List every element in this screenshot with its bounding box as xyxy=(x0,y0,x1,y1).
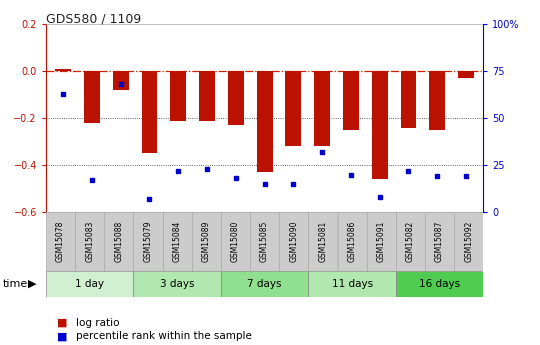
Bar xyxy=(338,212,367,271)
Bar xyxy=(46,212,75,271)
Bar xyxy=(256,71,273,172)
Text: GSM15080: GSM15080 xyxy=(231,221,240,262)
Text: GSM15078: GSM15078 xyxy=(56,221,65,262)
Bar xyxy=(308,212,338,271)
Bar xyxy=(250,212,279,271)
Text: GDS580 / 1109: GDS580 / 1109 xyxy=(46,12,141,25)
Text: GSM15092: GSM15092 xyxy=(464,221,473,262)
Text: GSM15088: GSM15088 xyxy=(114,221,123,262)
Text: GSM15086: GSM15086 xyxy=(348,221,356,262)
Text: percentile rank within the sample: percentile rank within the sample xyxy=(76,332,252,341)
Bar xyxy=(133,212,163,271)
Text: GSM15089: GSM15089 xyxy=(202,221,211,262)
Text: log ratio: log ratio xyxy=(76,318,119,327)
Text: ▶: ▶ xyxy=(28,279,37,289)
Text: 3 days: 3 days xyxy=(160,279,194,289)
Text: GSM15090: GSM15090 xyxy=(289,221,298,262)
Text: GSM15081: GSM15081 xyxy=(319,221,327,262)
Bar xyxy=(113,71,129,90)
Bar xyxy=(133,271,221,297)
Bar xyxy=(55,69,71,71)
Bar xyxy=(286,71,301,146)
Bar xyxy=(425,212,454,271)
Bar xyxy=(367,212,396,271)
Bar xyxy=(84,71,100,123)
Bar xyxy=(104,212,133,271)
Bar xyxy=(279,212,308,271)
Bar xyxy=(401,71,416,128)
Bar xyxy=(199,71,215,120)
Bar xyxy=(163,212,192,271)
Text: GSM15083: GSM15083 xyxy=(85,221,94,262)
Text: GSM15079: GSM15079 xyxy=(144,221,152,262)
Bar xyxy=(454,212,483,271)
Bar xyxy=(221,212,250,271)
Bar xyxy=(75,212,104,271)
Text: time: time xyxy=(3,279,28,289)
Text: 1 day: 1 day xyxy=(75,279,104,289)
Text: 7 days: 7 days xyxy=(247,279,282,289)
Text: GSM15087: GSM15087 xyxy=(435,221,444,262)
Text: GSM15091: GSM15091 xyxy=(377,221,386,262)
Bar xyxy=(396,271,483,297)
Bar xyxy=(343,71,359,130)
Bar xyxy=(458,71,474,78)
Bar xyxy=(228,71,244,125)
Bar xyxy=(141,71,157,154)
Text: GSM15084: GSM15084 xyxy=(173,221,181,262)
Bar xyxy=(308,271,396,297)
Text: 16 days: 16 days xyxy=(419,279,460,289)
Text: ■: ■ xyxy=(57,332,67,341)
Bar xyxy=(314,71,330,146)
Bar xyxy=(396,212,425,271)
Text: ■: ■ xyxy=(57,318,67,327)
Text: GSM15082: GSM15082 xyxy=(406,221,415,262)
Bar xyxy=(372,71,388,179)
Text: 11 days: 11 days xyxy=(332,279,373,289)
Bar xyxy=(170,71,186,120)
Bar xyxy=(429,71,445,130)
Text: GSM15085: GSM15085 xyxy=(260,221,269,262)
Bar xyxy=(46,271,133,297)
Bar xyxy=(221,271,308,297)
Bar xyxy=(192,212,221,271)
